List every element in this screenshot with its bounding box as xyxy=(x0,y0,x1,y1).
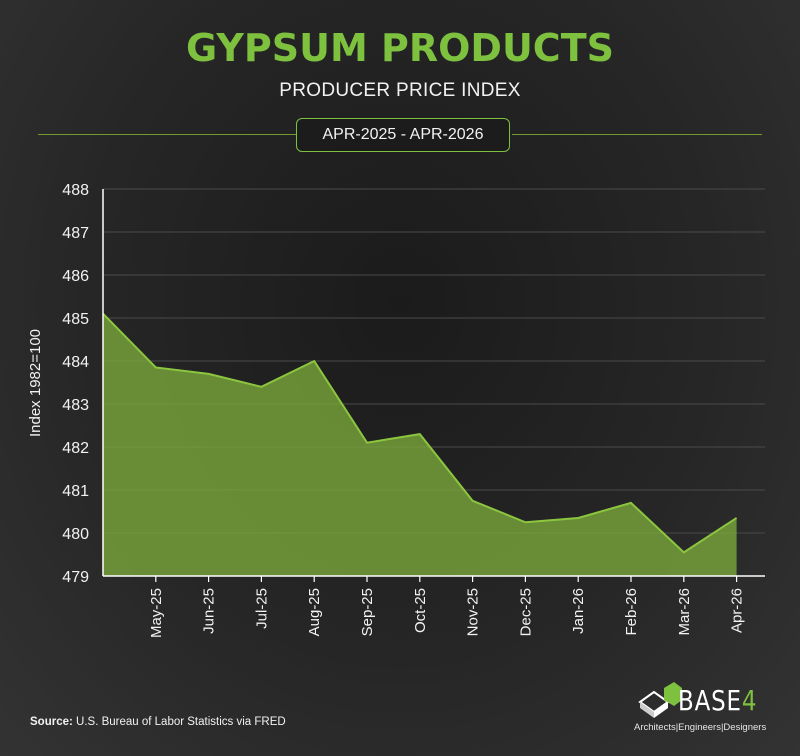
y-tick-label-487: 487 xyxy=(62,225,89,242)
x-tick-label-Apr-26: Apr-26 xyxy=(729,588,746,633)
date-range-badge: APR-2025 - APR-2026 xyxy=(296,118,510,152)
x-tick-label-Dec-25: Dec-25 xyxy=(517,588,534,636)
x-tick-label-Oct-25: Oct-25 xyxy=(412,588,429,633)
y-axis-ticks: 479 480 481 482 483 484 485 486 487 488 xyxy=(62,182,89,586)
x-tick-label-Mar-26: Mar-26 xyxy=(676,588,693,636)
x-tick-label-Feb-26: Feb-26 xyxy=(623,588,640,636)
x-tick-label-Aug-25: Aug-25 xyxy=(306,588,323,636)
x-tick-label-Nov-25: Nov-25 xyxy=(465,588,482,636)
x-tick-label-Jul-25: Jul-25 xyxy=(253,588,270,629)
area-series xyxy=(102,312,738,576)
chart-axes xyxy=(102,189,765,577)
divider-right xyxy=(512,134,762,135)
logo-tagline: Architects|Engineers|Designers xyxy=(634,722,767,733)
source-note: Source: U.S. Bureau of Labor Statistics … xyxy=(30,716,286,728)
area-fill xyxy=(103,313,737,576)
chart-title: GYPSUM PRODUCTS xyxy=(186,26,614,70)
logo-wordmark: BASE4 xyxy=(678,684,758,717)
divider-left xyxy=(38,134,296,135)
y-tick-label-481: 481 xyxy=(62,483,89,500)
y-axis-label: Index 1982=100 xyxy=(27,329,44,437)
y-tick-label-485: 485 xyxy=(62,311,89,328)
date-range-label: APR-2025 - APR-2026 xyxy=(322,126,484,143)
y-tick-label-483: 483 xyxy=(62,397,89,414)
y-tick-label-488: 488 xyxy=(62,182,89,199)
y-tick-label-482: 482 xyxy=(62,440,89,457)
y-tick-label-479: 479 xyxy=(62,569,89,586)
source-label: Source: xyxy=(30,716,73,728)
chart-subtitle: PRODUCER PRICE INDEX xyxy=(279,80,521,101)
x-tick-label-Jan-26: Jan-26 xyxy=(570,588,587,634)
logo-cube-icon xyxy=(638,682,682,718)
y-tick-label-480: 480 xyxy=(62,526,89,543)
x-tick-label-Sep-25: Sep-25 xyxy=(359,588,376,636)
x-axis-ticks: May-25 Jun-25 Jul-25 Aug-25 Sep-25 Oct-25 Nov-… xyxy=(148,576,746,638)
source-text: U.S. Bureau of Labor Statistics via FRED xyxy=(76,716,286,728)
y-tick-label-486: 486 xyxy=(62,268,89,285)
x-tick-label-Jun-25: Jun-25 xyxy=(201,588,218,634)
base4-logo: BASE4 Architects|Engineers|Designers xyxy=(630,676,780,740)
x-tick-label-May-25: May-25 xyxy=(148,588,165,638)
y-tick-label-484: 484 xyxy=(62,354,89,371)
